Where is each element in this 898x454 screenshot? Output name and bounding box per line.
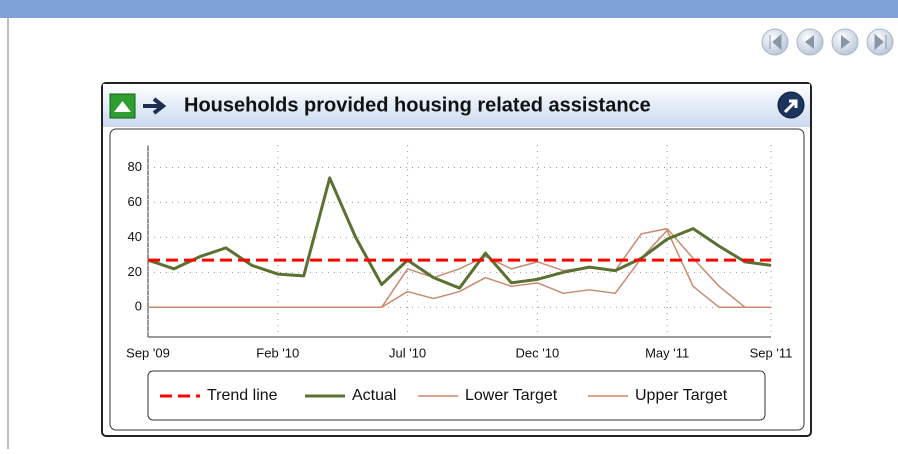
y-tick-label: 60 [128,194,142,209]
nav-buttons [761,28,894,56]
widget-title: Households provided housing related assi… [184,94,651,116]
x-tick-label: Sep '11 [750,345,793,360]
first-icon [769,33,782,51]
next-icon [841,35,850,49]
x-tick-label: Sep '09 [126,345,170,360]
legend-label: Trend line [207,387,278,404]
last-icon [874,33,887,51]
y-tick-label: 0 [135,299,142,314]
y-tick-label: 40 [128,229,142,244]
legend-label: Upper Target [635,387,728,404]
x-tick-label: Dec '10 [516,345,560,360]
x-tick-label: May '11 [645,345,689,360]
x-tick-label: Feb '10 [256,345,299,360]
x-tick-label: Jul '10 [389,345,426,360]
y-tick-label: 80 [128,159,142,174]
series-line [147,176,772,290]
status-arrow [114,101,131,112]
legend-label: Lower Target [465,387,558,404]
plot-frame [109,128,805,431]
trend-arrow [143,97,167,115]
top-bar [0,0,898,18]
legend-label: Actual [352,387,396,404]
open-icon [783,99,798,114]
y-tick-label: 20 [128,264,142,279]
prev-icon [805,35,814,49]
series-line [148,227,771,309]
widget-header [103,84,810,127]
